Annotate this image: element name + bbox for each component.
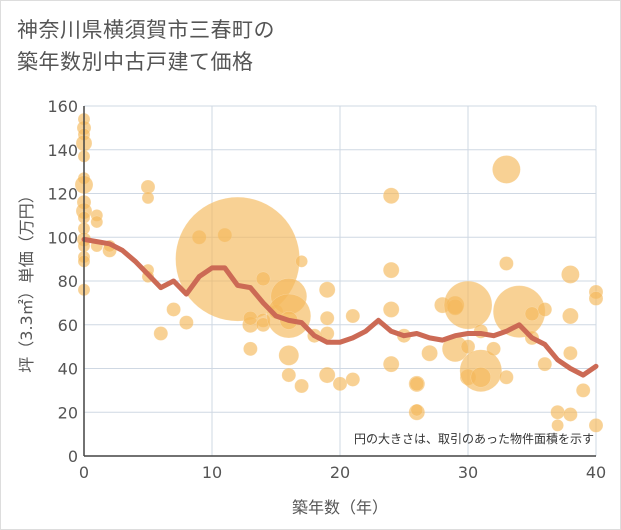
y-tick-label: 160 <box>47 97 78 116</box>
data-point <box>588 291 604 306</box>
chart-title: 神奈川県横須賀市三春町の 築年数別中古戸建て価格 <box>17 14 275 78</box>
data-point <box>486 341 501 357</box>
data-point <box>141 191 155 205</box>
data-point <box>243 310 258 326</box>
x-tick-label: 20 <box>330 463 350 482</box>
y-tick-label: 80 <box>58 272 78 291</box>
data-point <box>345 372 361 387</box>
data-point <box>166 302 181 317</box>
chart-title-line-1: 神奈川県横須賀市三春町の <box>17 18 275 42</box>
data-point <box>575 383 591 398</box>
data-point <box>382 301 400 318</box>
data-point <box>410 403 424 417</box>
data-point <box>409 376 425 392</box>
data-point <box>562 307 579 325</box>
data-point <box>294 378 309 394</box>
x-axis-label: 築年数（年） <box>292 498 388 517</box>
data-point <box>537 356 553 372</box>
data-point <box>443 280 493 330</box>
data-point <box>332 376 348 392</box>
data-point <box>243 341 258 357</box>
data-point <box>179 315 194 330</box>
bubble-layer <box>74 112 604 433</box>
data-point <box>588 418 604 433</box>
data-point <box>295 255 308 268</box>
x-tick-label: 0 <box>79 463 89 482</box>
trend-line <box>81 236 599 378</box>
data-point <box>382 261 400 279</box>
tick-labels: 0 20 40 60 80 100 120 140 160 0 10 20 30 40 <box>47 97 606 482</box>
data-point <box>460 339 476 354</box>
data-point <box>499 256 514 271</box>
data-point <box>319 310 335 326</box>
x-tick-label: 30 <box>458 463 478 482</box>
data-point <box>278 345 300 366</box>
data-point <box>318 366 336 384</box>
y-axis-label: 坪（3.3㎡）単価（万円） <box>17 187 36 372</box>
data-point <box>470 367 492 388</box>
data-point <box>382 355 400 373</box>
data-point <box>421 344 438 362</box>
x-tick-label: 40 <box>586 463 606 482</box>
y-tick-label: 40 <box>58 360 78 379</box>
y-tick-label: 120 <box>47 185 78 204</box>
axes <box>83 106 596 457</box>
data-point <box>561 265 580 284</box>
x-tick-label: 10 <box>202 463 222 482</box>
data-point <box>255 271 271 287</box>
grid-lines <box>83 105 597 457</box>
data-point <box>551 419 564 432</box>
data-point <box>563 345 578 361</box>
data-point <box>345 308 361 324</box>
y-tick-label: 60 <box>58 316 78 335</box>
chart-title-line-2: 築年数別中古戸建て価格 <box>17 50 254 74</box>
data-point <box>281 367 297 383</box>
data-point <box>563 407 578 422</box>
y-tick-label: 20 <box>58 403 78 422</box>
data-point <box>499 370 514 385</box>
data-point <box>153 326 169 341</box>
data-point <box>90 215 104 229</box>
bubble-size-note: 円の大きさは、取引のあった物件面積を示す <box>354 431 594 446</box>
data-point <box>382 187 400 204</box>
data-point <box>524 306 540 322</box>
data-point <box>318 281 336 298</box>
y-tick-label: 0 <box>68 447 78 466</box>
data-point <box>537 302 553 317</box>
data-point <box>492 155 521 184</box>
y-tick-label: 140 <box>47 141 78 160</box>
y-tick-label: 100 <box>47 228 78 247</box>
data-point <box>550 405 565 420</box>
